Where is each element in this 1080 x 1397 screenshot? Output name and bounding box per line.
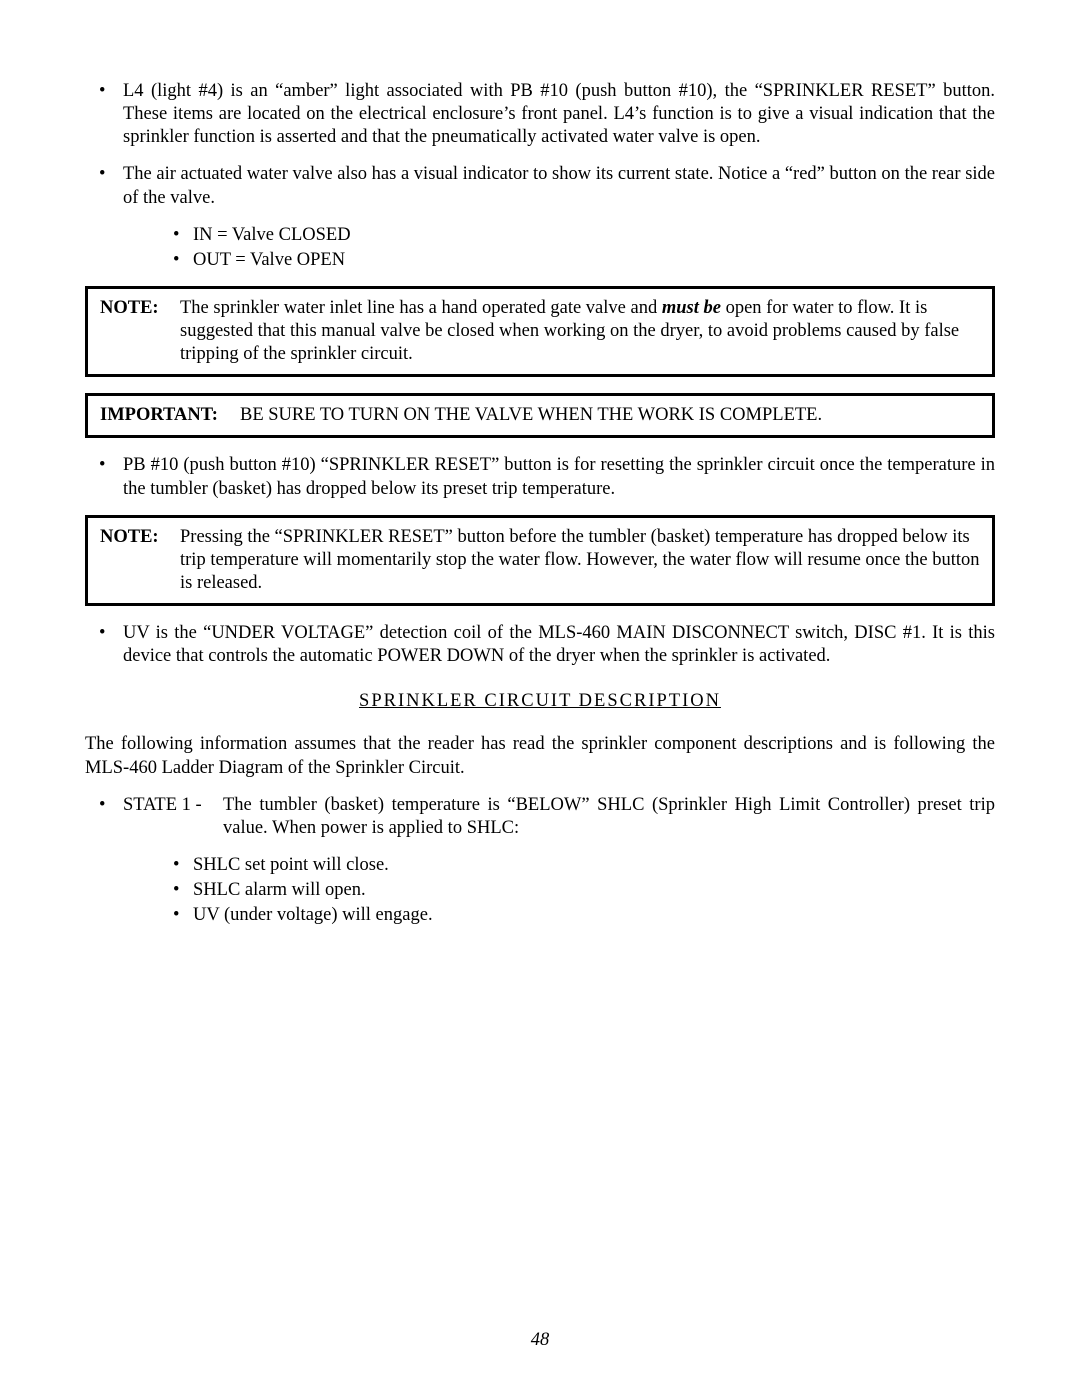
note1-body: The sprinkler water inlet line has a han… [180,297,980,366]
valve-state-sublist: IN = Valve CLOSED OUT = Valve OPEN [123,224,995,272]
state1-body: The tumbler (basket) temperature is “BEL… [223,794,995,840]
important-label: IMPORTANT: [100,404,240,427]
document-page: L4 (light #4) is an “amber” light associ… [0,0,1080,1397]
note2-label: NOTE: [100,526,180,595]
mid-bullet-list: PB #10 (push button #10) “SPRINKLER RESE… [85,454,995,500]
sub-out-open: OUT = Valve OPEN [123,249,995,272]
note2-body: Pressing the “SPRINKLER RESET” button be… [180,526,980,595]
bullet-l4: L4 (light #4) is an “amber” light associ… [85,80,995,149]
intro-paragraph: The following information assumes that t… [85,733,995,779]
page-number: 48 [0,1329,1080,1352]
state1-sublist: SHLC set point will close. SHLC alarm wi… [123,854,995,927]
state1-label: STATE 1 - [123,794,223,840]
uv-bullet-list: UV is the “UNDER VOLTAGE” detection coil… [85,622,995,668]
note-box-1: NOTE: The sprinkler water inlet line has… [85,286,995,377]
note-box-2: NOTE: Pressing the “SPRINKLER RESET” but… [85,515,995,606]
top-bullet-list: L4 (light #4) is an “amber” light associ… [85,80,995,272]
state1-sub-2: SHLC alarm will open. [123,879,995,902]
important-box: IMPORTANT: BE SURE TO TURN ON THE VALVE … [85,393,995,438]
bullet-uv: UV is the “UNDER VOLTAGE” detection coil… [85,622,995,668]
important-body: BE SURE TO TURN ON THE VALVE WHEN THE WO… [240,404,980,427]
bullet-pb10: PB #10 (push button #10) “SPRINKLER RESE… [85,454,995,500]
note1-pre: The sprinkler water inlet line has a han… [180,298,662,318]
bullet-air-valve: The air actuated water valve also has a … [85,163,995,272]
state1-sub-3: UV (under voltage) will engage. [123,904,995,927]
state1-sub-1: SHLC set point will close. [123,854,995,877]
bullet-air-valve-text: The air actuated water valve also has a … [123,164,995,207]
note1-label: NOTE: [100,297,180,366]
sub-in-closed: IN = Valve CLOSED [123,224,995,247]
state1-item: STATE 1 - The tumbler (basket) temperatu… [85,794,995,928]
section-title: SPRINKLER CIRCUIT DESCRIPTION [85,690,995,713]
note1-em: must be [662,298,721,318]
